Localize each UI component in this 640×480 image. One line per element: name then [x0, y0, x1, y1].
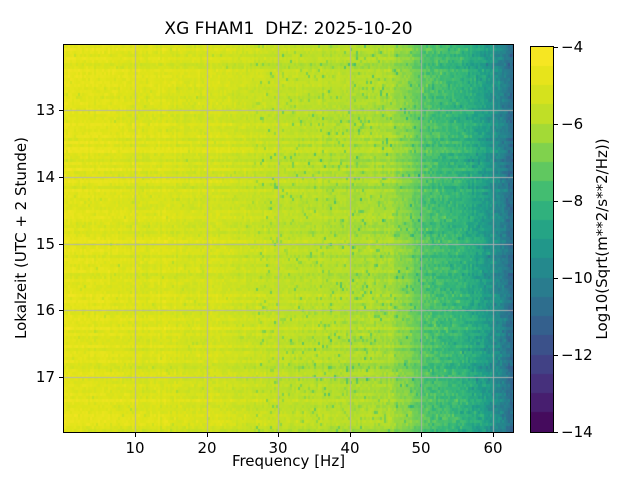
- y-tick-label: 15: [35, 235, 55, 253]
- figure-title: XG FHAM1 DHZ: 2025-10-20: [164, 19, 413, 39]
- colorbar-tick-mark: [554, 47, 558, 48]
- colorbar-tick-label: −12: [561, 346, 593, 364]
- colorbar-tick-label: −6: [561, 115, 584, 133]
- x-tick-mark: [493, 433, 494, 437]
- colorbar-tick-mark: [554, 278, 558, 279]
- colorbar-tick-mark: [554, 432, 558, 433]
- y-tick-mark: [59, 110, 63, 111]
- x-tick-mark: [278, 433, 279, 437]
- x-tick-label: 30: [268, 439, 288, 457]
- x-tick-mark: [421, 433, 422, 437]
- colorbar-label: Log10(Sqrt(m**2/s**2/Hz)): [593, 138, 611, 340]
- x-tick-label: 50: [411, 439, 431, 457]
- colorbar-gradient: [531, 47, 553, 432]
- colorbar-tick-mark: [554, 201, 558, 202]
- y-tick-mark: [59, 244, 63, 245]
- colorbar-tick-mark: [554, 124, 558, 125]
- x-tick-mark: [207, 433, 208, 437]
- colorbar: [530, 46, 554, 433]
- colorbar-tick-label: −14: [561, 423, 593, 441]
- y-tick-mark: [59, 310, 63, 311]
- x-tick-label: 20: [197, 439, 217, 457]
- plot-area: [63, 44, 514, 433]
- y-tick-label: 13: [35, 101, 55, 119]
- colorbar-tick-label: −4: [561, 38, 584, 56]
- spectrogram-image: [64, 45, 513, 432]
- y-tick-mark: [59, 377, 63, 378]
- y-tick-label: 16: [35, 301, 55, 319]
- x-tick-mark: [135, 433, 136, 437]
- colorbar-tick-label: −8: [561, 192, 584, 210]
- colorbar-tick-label: −10: [561, 269, 593, 287]
- x-tick-label: 40: [340, 439, 360, 457]
- y-tick-label: 17: [35, 368, 55, 386]
- colorbar-tick-mark: [554, 355, 558, 356]
- x-tick-label: 60: [483, 439, 503, 457]
- y-tick-mark: [59, 177, 63, 178]
- y-tick-label: 14: [35, 168, 55, 186]
- x-tick-label: 10: [125, 439, 145, 457]
- x-axis-label: Frequency [Hz]: [231, 452, 346, 470]
- x-tick-mark: [350, 433, 351, 437]
